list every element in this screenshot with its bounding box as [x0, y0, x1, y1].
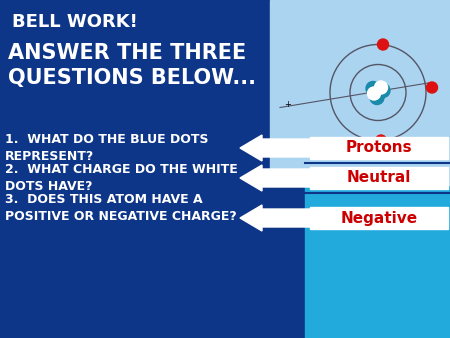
Circle shape — [366, 81, 380, 96]
Circle shape — [370, 91, 384, 104]
Bar — [310, 207, 448, 229]
FancyArrow shape — [240, 165, 310, 191]
Text: ANSWER THE THREE: ANSWER THE THREE — [8, 43, 246, 63]
FancyArrow shape — [240, 135, 310, 161]
Text: Protons: Protons — [346, 141, 412, 155]
Text: Neutral: Neutral — [347, 170, 411, 186]
Text: 3.  DOES THIS ATOM HAVE A: 3. DOES THIS ATOM HAVE A — [5, 193, 202, 206]
Text: Negative: Negative — [341, 211, 418, 225]
Circle shape — [378, 39, 388, 50]
Text: POSITIVE OR NEGATIVE CHARGE?: POSITIVE OR NEGATIVE CHARGE? — [5, 210, 237, 223]
Text: DOTS HAVE?: DOTS HAVE? — [5, 180, 93, 193]
Text: REPRESENT?: REPRESENT? — [5, 150, 94, 163]
Circle shape — [375, 135, 387, 146]
Text: BELL WORK!: BELL WORK! — [12, 13, 138, 31]
Circle shape — [376, 83, 390, 97]
Text: 2.  WHAT CHARGE DO THE WHITE: 2. WHAT CHARGE DO THE WHITE — [5, 163, 238, 176]
Bar — [270, 0, 450, 185]
FancyArrow shape — [240, 205, 310, 231]
Circle shape — [427, 82, 437, 93]
Text: +: + — [284, 100, 292, 109]
Bar — [310, 167, 448, 189]
Circle shape — [368, 87, 381, 100]
Bar — [310, 137, 448, 159]
Bar — [305, 0, 450, 338]
Text: 1.  WHAT DO THE BLUE DOTS: 1. WHAT DO THE BLUE DOTS — [5, 133, 208, 146]
Text: QUESTIONS BELOW...: QUESTIONS BELOW... — [8, 68, 256, 88]
Circle shape — [374, 81, 387, 94]
